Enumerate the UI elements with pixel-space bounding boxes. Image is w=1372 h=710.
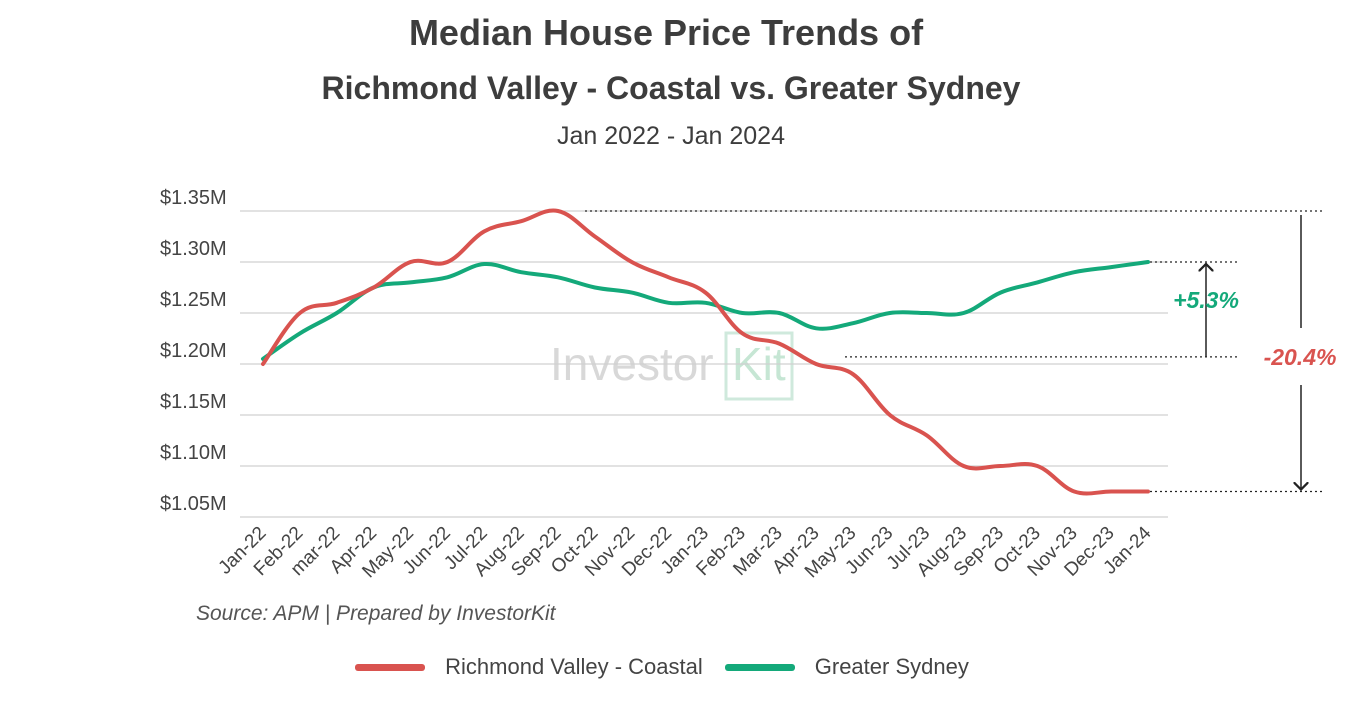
watermark-box (724, 331, 794, 401)
chart-title: Median House Price Trends of (408, 12, 924, 53)
y-tick-label: $1.30M (160, 238, 227, 260)
series-line-sydney (261, 260, 1150, 361)
y-tick-label: $1.10M (160, 442, 227, 464)
y-tick-label: $1.15M (160, 391, 227, 413)
legend-swatch-richmond (355, 663, 426, 671)
annotation-sydney-change: +5.3% (1173, 287, 1239, 313)
y-tick-label: $1.25M (160, 289, 227, 311)
y-tick-label: $1.05M (160, 493, 227, 515)
legend-swatch-sydney (724, 663, 795, 671)
legend-item-sydney[interactable]: Greater Sydney (724, 654, 969, 680)
y-tick-label: $1.20M (160, 340, 227, 362)
chart-period: Jan 2022 - Jan 2024 (557, 122, 785, 150)
legend-label-richmond: Richmond Valley - Coastal (445, 654, 703, 679)
source-note: Source: APM | Prepared by InvestorKit (196, 602, 556, 625)
legend: Richmond Valley - Coastal Greater Sydney (0, 654, 1324, 680)
legend-label-sydney: Greater Sydney (814, 654, 969, 679)
chart-subtitle: Richmond Valley - Coastal vs. Greater Sy… (321, 70, 1021, 106)
y-tick-label: $1.35M (160, 187, 227, 209)
legend-item-richmond[interactable]: Richmond Valley - Coastal (355, 654, 703, 680)
series-line-richmond (261, 208, 1150, 496)
annotation-richmond-change: -20.4% (1264, 344, 1337, 370)
